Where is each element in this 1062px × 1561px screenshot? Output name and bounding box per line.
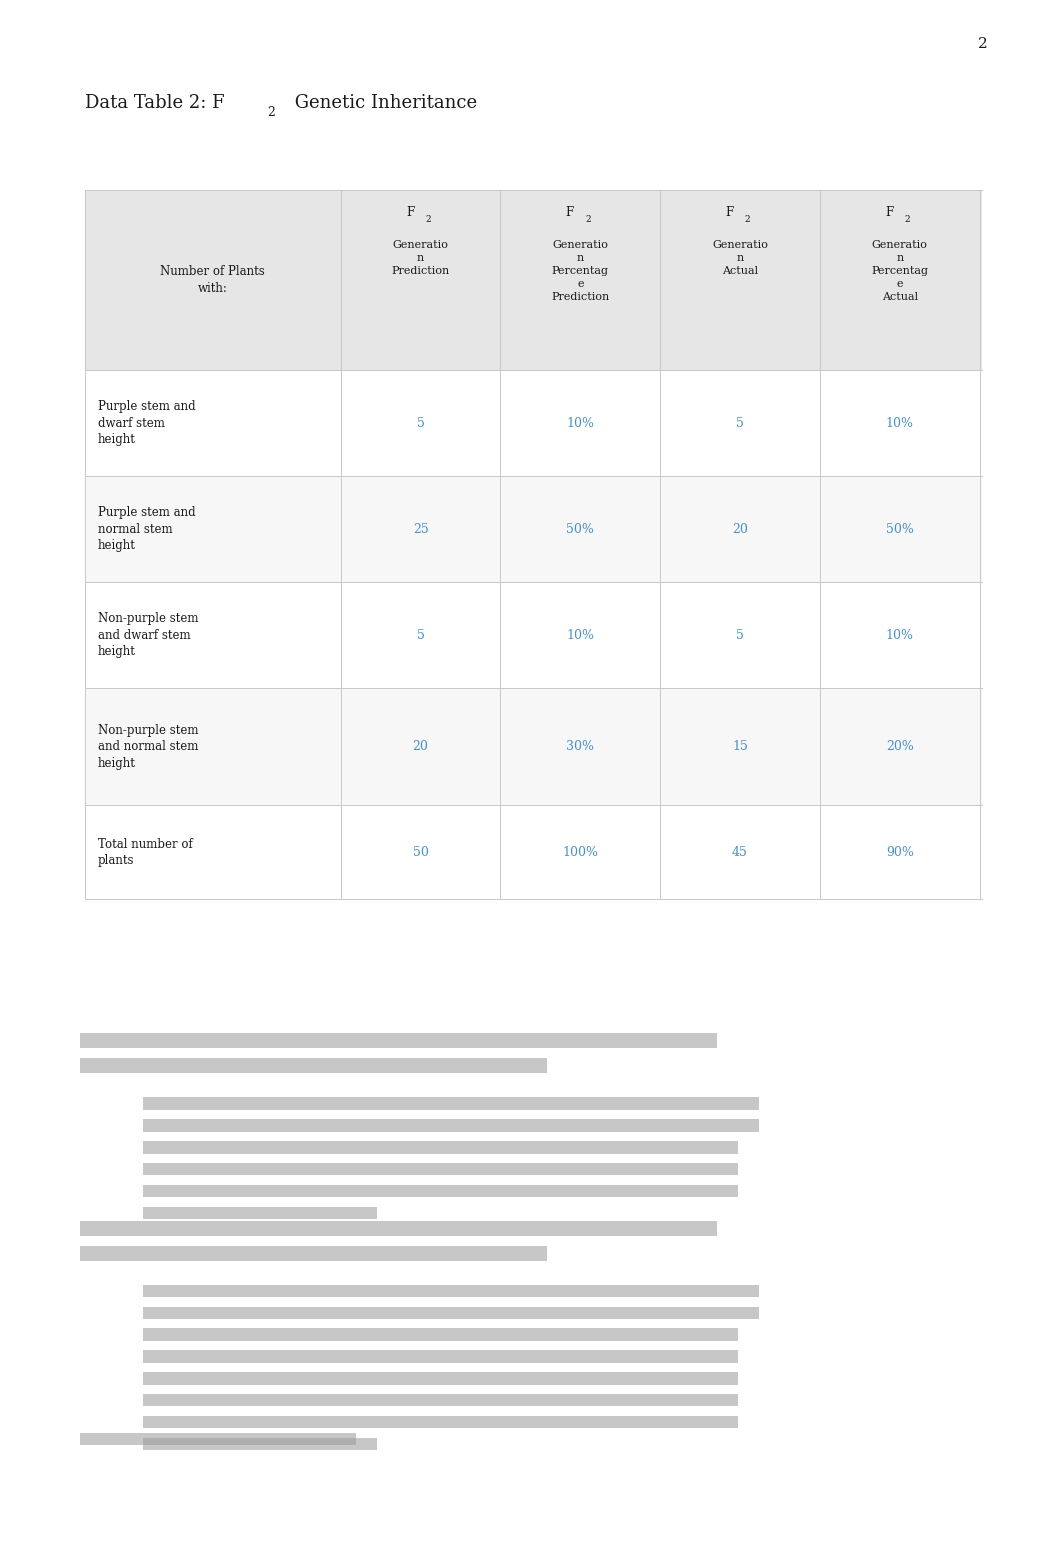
Text: F: F	[566, 206, 573, 219]
Text: Non-purple stem
and normal stem
height: Non-purple stem and normal stem height	[98, 724, 199, 770]
Text: 2: 2	[585, 215, 590, 225]
Text: 45: 45	[732, 846, 748, 859]
Text: Data Table 2: F: Data Table 2: F	[85, 94, 224, 112]
Text: 20: 20	[413, 740, 429, 754]
Bar	[80, 1033, 717, 1049]
Bar	[143, 1372, 738, 1385]
Text: Purple stem and
normal stem
height: Purple stem and normal stem height	[98, 506, 195, 553]
Bar	[143, 1163, 738, 1175]
Text: 10%: 10%	[886, 417, 913, 429]
Text: 25: 25	[413, 523, 428, 535]
Bar	[85, 688, 982, 805]
Bar	[85, 190, 982, 899]
Text: 5: 5	[736, 629, 744, 642]
Text: 10%: 10%	[886, 629, 913, 642]
Bar	[143, 1416, 738, 1428]
Text: F: F	[406, 206, 414, 219]
Text: 10%: 10%	[566, 417, 595, 429]
Text: 50%: 50%	[886, 523, 913, 535]
Bar	[80, 1246, 547, 1261]
Bar	[85, 370, 982, 476]
Text: Number of Plants
with:: Number of Plants with:	[160, 265, 266, 295]
Text: F: F	[725, 206, 734, 219]
Text: 30%: 30%	[566, 740, 595, 754]
Text: 50%: 50%	[566, 523, 595, 535]
Text: 2: 2	[977, 37, 988, 50]
Text: 2: 2	[425, 215, 431, 225]
Text: 5: 5	[416, 629, 425, 642]
Text: 50: 50	[413, 846, 429, 859]
Bar	[85, 805, 982, 899]
Bar	[143, 1141, 738, 1154]
Text: 2: 2	[744, 215, 750, 225]
Bar	[143, 1097, 759, 1110]
Text: 20: 20	[732, 523, 748, 535]
Bar	[143, 1350, 738, 1363]
Bar	[143, 1285, 759, 1297]
Bar	[80, 1221, 717, 1236]
Text: 2: 2	[905, 215, 910, 225]
Bar	[85, 582, 982, 688]
Text: 10%: 10%	[566, 629, 595, 642]
Bar	[143, 1119, 759, 1132]
Bar	[143, 1185, 738, 1197]
Bar	[85, 190, 982, 370]
Text: Non-purple stem
and dwarf stem
height: Non-purple stem and dwarf stem height	[98, 612, 199, 659]
Bar	[143, 1394, 738, 1406]
Text: Genetic Inheritance: Genetic Inheritance	[289, 94, 477, 112]
Text: 100%: 100%	[562, 846, 598, 859]
Bar	[143, 1438, 377, 1450]
Text: Total number of
plants: Total number of plants	[98, 838, 192, 866]
Bar	[143, 1207, 377, 1219]
Text: 15: 15	[732, 740, 748, 754]
Bar	[80, 1058, 547, 1074]
Text: Generatio
n
Percentag
e
Prediction: Generatio n Percentag e Prediction	[551, 240, 610, 301]
Text: 20%: 20%	[886, 740, 913, 754]
Text: 2: 2	[268, 106, 275, 119]
Text: 90%: 90%	[886, 846, 913, 859]
Bar	[80, 1433, 356, 1445]
Text: Generatio
n
Percentag
e
Actual: Generatio n Percentag e Actual	[871, 240, 928, 301]
Bar	[143, 1307, 759, 1319]
Text: F: F	[885, 206, 893, 219]
Bar	[85, 476, 982, 582]
Text: 5: 5	[736, 417, 744, 429]
Bar	[143, 1328, 738, 1341]
Text: Purple stem and
dwarf stem
height: Purple stem and dwarf stem height	[98, 400, 195, 446]
Text: Generatio
n
Actual: Generatio n Actual	[713, 240, 768, 276]
Text: 5: 5	[416, 417, 425, 429]
Text: Generatio
n
Prediction: Generatio n Prediction	[392, 240, 449, 276]
